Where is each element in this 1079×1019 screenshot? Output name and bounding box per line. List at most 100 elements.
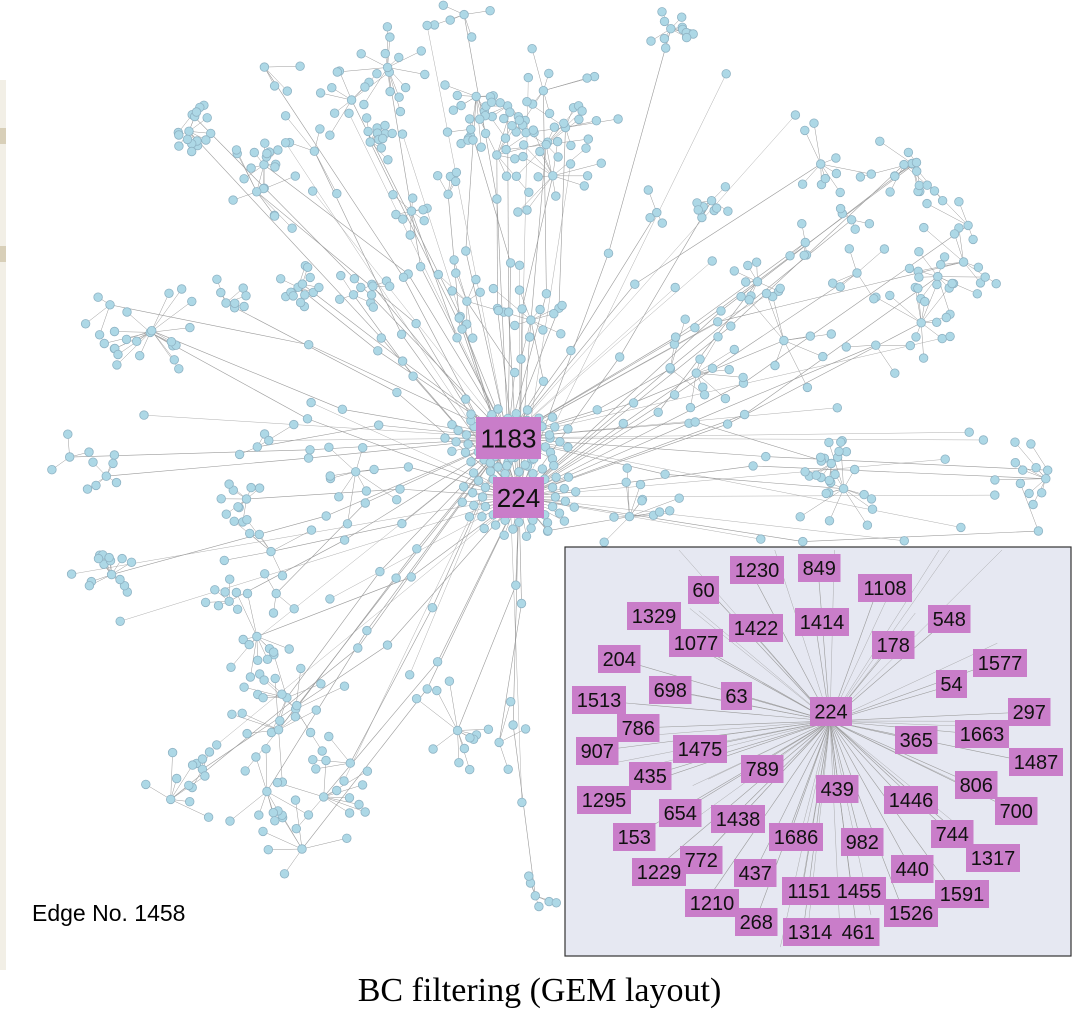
graph-node xyxy=(821,488,831,499)
graph-node xyxy=(911,332,921,342)
inset-node-label: 786 xyxy=(617,714,660,742)
graph-edge xyxy=(730,164,905,327)
graph-node xyxy=(382,640,393,650)
graph-node xyxy=(522,405,533,415)
graph-edge xyxy=(455,273,468,302)
graph-node xyxy=(368,281,378,291)
graph-node xyxy=(321,755,331,766)
graph-node xyxy=(920,296,930,307)
graph-node xyxy=(530,891,541,901)
graph-edge xyxy=(309,437,509,451)
graph-node xyxy=(339,535,350,545)
graph-node xyxy=(830,469,840,480)
graph-node xyxy=(210,585,220,595)
graph-node xyxy=(231,145,242,155)
graph-node xyxy=(940,454,950,464)
graph-node xyxy=(563,442,573,452)
graph-node xyxy=(290,171,301,181)
graph-node xyxy=(800,125,810,136)
graph-node xyxy=(408,371,418,381)
inset-node-label-text: 54 xyxy=(940,674,962,696)
graph-node xyxy=(555,437,565,447)
graph-node xyxy=(185,322,195,333)
inset-node-label-box xyxy=(613,823,656,851)
graph-node xyxy=(380,120,390,131)
graph-edge xyxy=(507,287,676,439)
hub-label: 224 xyxy=(493,477,544,518)
graph-node xyxy=(254,810,264,820)
graph-edge xyxy=(813,123,821,165)
inset-node-label-box xyxy=(955,720,1009,748)
graph-node xyxy=(729,266,740,276)
graph-node xyxy=(324,731,334,742)
figure-caption: BC filtering (GEM layout) xyxy=(357,972,722,1009)
graph-node xyxy=(693,205,703,215)
graph-node xyxy=(444,676,455,686)
graph-node xyxy=(516,354,526,364)
graph-edge xyxy=(191,114,355,279)
inset-node-label-box xyxy=(688,576,719,604)
graph-node xyxy=(720,393,731,404)
inset-node-label: 204 xyxy=(598,645,641,673)
graph-node xyxy=(922,180,932,190)
graph-edge xyxy=(749,299,785,341)
graph-node xyxy=(468,333,478,343)
graph-node xyxy=(457,497,468,507)
graph-node xyxy=(467,488,478,498)
graph-node xyxy=(91,480,101,491)
graph-node xyxy=(517,304,527,314)
inset-edge xyxy=(636,720,831,729)
graph-node xyxy=(454,313,464,323)
graph-node xyxy=(109,326,120,337)
inset-node-label-text: 435 xyxy=(634,766,667,788)
graph-edge xyxy=(670,368,705,396)
graph-node xyxy=(956,522,966,533)
inset-node-label: 268 xyxy=(735,908,778,936)
graph-node xyxy=(885,290,895,301)
graph-node xyxy=(477,492,488,502)
inset-node-label: 907 xyxy=(576,737,619,765)
graph-node xyxy=(485,5,495,16)
graph-edge xyxy=(717,261,964,323)
inset-edge xyxy=(704,720,831,904)
graph-edge xyxy=(449,681,458,731)
graph-node xyxy=(382,22,393,32)
graph-node xyxy=(363,126,373,137)
graph-node xyxy=(200,771,210,781)
graph-edge xyxy=(889,295,922,323)
graph-node xyxy=(311,764,321,774)
graph-node xyxy=(220,587,230,597)
graph-node xyxy=(262,786,272,797)
hub-label: 1183 xyxy=(476,417,541,459)
graph-node xyxy=(246,163,256,173)
graph-node xyxy=(415,262,426,272)
graph-node xyxy=(514,285,525,295)
inset-node-label-box xyxy=(577,786,631,814)
graph-edge xyxy=(1014,442,1046,479)
graph-node xyxy=(375,566,385,577)
graph-edge xyxy=(85,304,111,325)
graph-edge xyxy=(921,284,938,323)
inset-edge xyxy=(754,720,831,923)
graph-node xyxy=(134,351,145,361)
inset-node-label: 700 xyxy=(995,797,1038,825)
graph-edge xyxy=(570,212,658,351)
graph-edge xyxy=(521,175,554,309)
graph-node xyxy=(452,333,462,343)
graph-node xyxy=(800,237,811,248)
graph-node xyxy=(287,223,297,233)
inset-node-label: 1487 xyxy=(1009,748,1063,776)
graph-node xyxy=(852,268,862,278)
graph-edge xyxy=(696,336,719,374)
graph-node xyxy=(292,700,302,711)
graph-edge xyxy=(354,278,509,439)
inset-node-label: 849 xyxy=(798,554,841,582)
graph-node xyxy=(385,281,395,292)
graph-node xyxy=(476,142,486,152)
graph-node xyxy=(835,282,845,292)
graph-edge xyxy=(170,752,173,800)
graph-node xyxy=(422,20,432,31)
graph-node xyxy=(560,496,571,506)
inset-edge xyxy=(801,720,831,887)
graph-edge xyxy=(188,131,382,339)
